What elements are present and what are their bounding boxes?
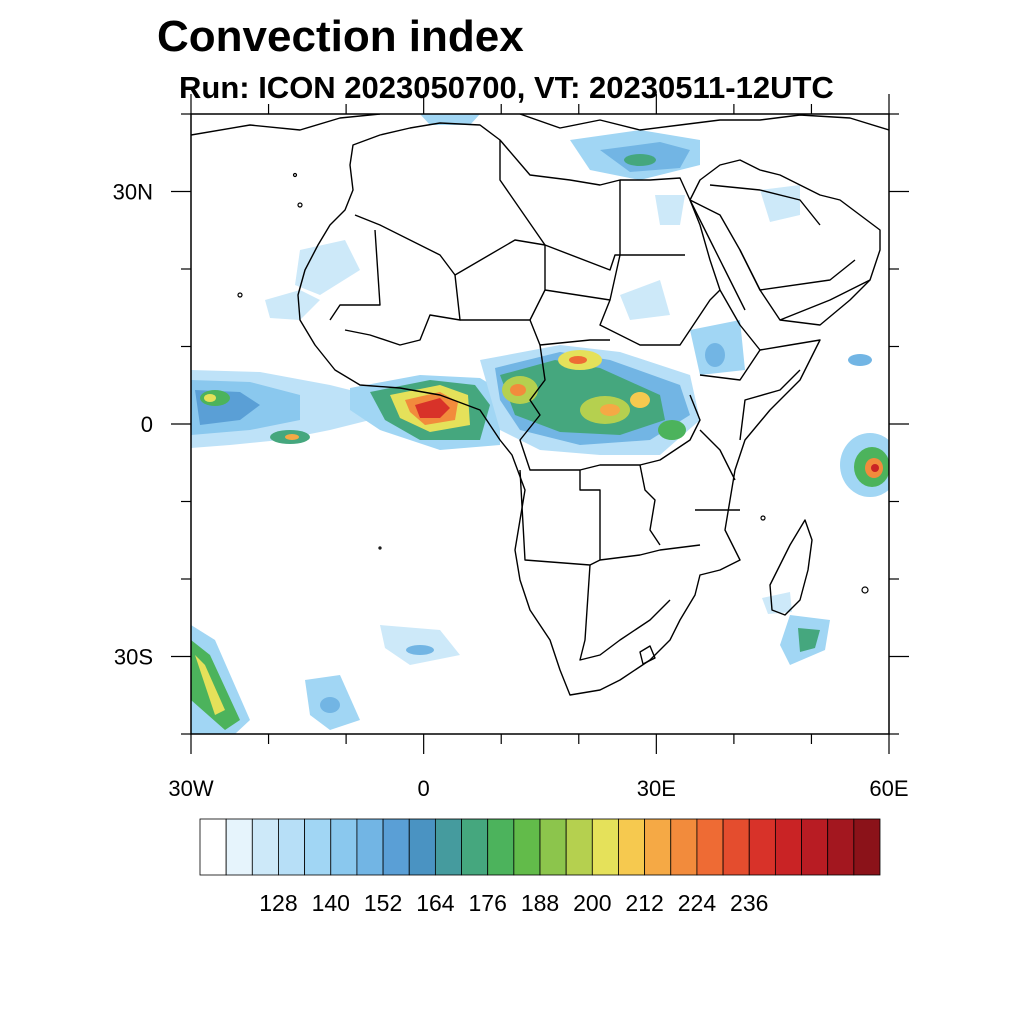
colorbar-swatch [461, 818, 489, 876]
islands [237, 172, 869, 594]
colorbar-swatch [644, 818, 672, 876]
colorbar-label: 236 [730, 890, 768, 916]
chart-title: Convection index [157, 12, 524, 61]
colorbar-swatch [722, 818, 750, 876]
lon-tick-label: 60E [869, 776, 908, 801]
colorbar-label: 224 [678, 890, 717, 916]
colorbar-label: 152 [364, 890, 402, 916]
colorbar-swatch [408, 818, 436, 876]
chart-subtitle: Run: ICON 2023050700, VT: 20230511-12UTC [179, 70, 834, 105]
colorbar-swatch [304, 818, 332, 876]
lat-tick-label: 30N [113, 180, 153, 205]
convection-field [191, 114, 889, 734]
colorbar: 128 140 152 164 176 188 200 212 224 236 [199, 818, 881, 916]
colorbar-swatch [774, 818, 802, 876]
colorbar-swatch [356, 818, 384, 876]
lat-tick-label: 30S [114, 645, 153, 670]
colorbar-swatch [565, 818, 593, 876]
colorbar-label: 164 [416, 890, 455, 916]
colorbar-label: 200 [573, 890, 611, 916]
coastline-borders [191, 114, 889, 696]
colorbar-swatch [853, 818, 881, 876]
map-panel [191, 114, 889, 734]
colorbar-swatch [748, 818, 776, 876]
colorbar-swatch [670, 818, 698, 876]
colorbar-swatch [434, 818, 462, 876]
lon-tick-label: 30W [168, 776, 213, 801]
colorbar-swatch [801, 818, 829, 876]
colorbar-swatch [513, 818, 541, 876]
colorbar-label: 176 [469, 890, 507, 916]
colorbar-swatch [696, 818, 724, 876]
colorbar-swatch [618, 818, 646, 876]
colorbar-label: 212 [625, 890, 663, 916]
colorbar-swatch [225, 818, 253, 876]
colorbar-swatch [487, 818, 515, 876]
colorbar-swatch [591, 818, 619, 876]
colorbar-swatch [827, 818, 855, 876]
colorbar-swatch [251, 818, 279, 876]
colorbar-label: 128 [259, 890, 297, 916]
colorbar-label: 140 [312, 890, 350, 916]
colorbar-swatch [330, 818, 358, 876]
colorbar-swatch [539, 818, 567, 876]
lon-tick-label: 0 [418, 776, 430, 801]
colorbar-swatch [199, 818, 227, 876]
colorbar-label: 188 [521, 890, 559, 916]
axis-ticks: 30N 0 30S 30W 0 30E 60E [113, 94, 909, 801]
colorbar-swatch [382, 818, 410, 876]
colorbar-swatch [278, 818, 306, 876]
lon-tick-label: 30E [637, 776, 676, 801]
lat-tick-label: 0 [141, 412, 153, 437]
